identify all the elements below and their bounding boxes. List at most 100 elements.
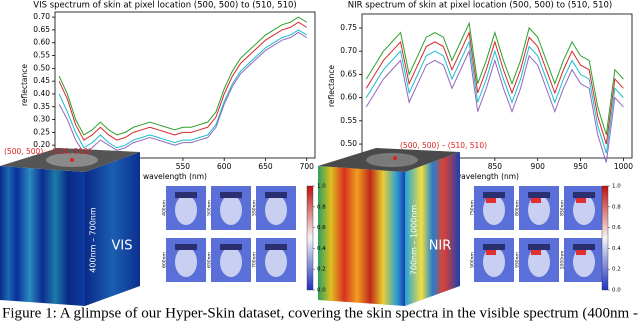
thumbnail-highlight [531,198,541,203]
y-tick-label: 0.50 [33,63,50,72]
chart-title: VIS spectrum of skin at pixel location (… [33,1,296,11]
x-tick-label: 900 [531,162,546,171]
cube-side [405,152,460,306]
vis-cube: (500, 500) – (510, 510) 400nm – 700nm VI… [0,147,140,306]
y-tick-label: 0.50 [340,139,357,148]
axes-frame [361,13,633,159]
thumbnail-face [220,195,242,225]
series-line [58,29,308,149]
thumbnail-label: 1000nm [560,251,566,270]
y-tick-label: 0.65 [340,69,357,78]
thumbnail-face [220,247,242,277]
colorbar-tick-label: 0.2 [612,267,621,273]
y-tick-label: 0.75 [340,23,357,32]
x-axis-label: wavelength (nm) [455,172,519,181]
charts: VIS spectrum of skin at pixel location (… [20,1,633,182]
chart: VIS spectrum of skin at pixel location (… [20,1,316,181]
thumbnail-hair [265,192,287,198]
thumbnail-highlight [576,198,586,203]
colorbar-tick-label: 0.4 [612,246,621,252]
thumbnail-label: 650nm [207,252,213,268]
y-tick-label: 0.65 [33,25,50,34]
cube-name: VIS [112,239,133,254]
y-tick-label: 0.40 [33,89,50,98]
cube-name: NIR [429,239,452,254]
y-axis-label: reflectance [20,64,29,106]
thumbnail-face [175,195,197,225]
thumbnail-hair [175,244,197,250]
colorbar-tick-label: 0.0 [317,288,326,294]
colorbar-tick-label: 1.0 [612,184,621,190]
thumbnail-hair [265,244,287,250]
y-tick-label: 0.25 [33,127,50,136]
thumbnail-label: 700nm [252,252,258,268]
thumbnail-face [265,247,287,277]
pixel-label: (500, 500) – (510, 510) [400,141,487,150]
thumbnail-hair [573,244,595,250]
series-line [365,49,624,163]
nir-cube: (500, 500) – (510, 510) 700nm – 1000nm N… [318,141,487,306]
thumbnails: 400nm 500nm 550nm 600nm 650nm 700nm 0.0 0.2 0.4 0… [162,184,622,294]
thumbnail-face [175,247,197,277]
y-tick-label: 0.70 [33,12,50,21]
thumbnail-highlight [531,250,541,255]
x-tick-label: 700 [300,162,315,171]
caption: Figure 1: A glimpse of our Hyper-Skin da… [2,305,638,321]
y-tick-label: 0.70 [340,46,357,55]
series-line [365,40,624,154]
thumbnail-hair [220,244,242,250]
thumbnail-label: 900nm [470,252,476,268]
thumbnail-highlight [486,250,496,255]
colorbar-tick-label: 0.0 [612,288,621,294]
y-axis-label: reflectance [327,65,336,107]
x-axis-label: wavelength (nm) [143,172,207,181]
axes-frame [54,11,316,159]
thumbnail-hair [483,192,505,198]
x-tick-label: 650 [258,162,273,171]
thumbnail-highlight [576,250,586,255]
y-tick-label: 0.45 [33,76,50,85]
y-tick-label: 0.60 [340,93,357,102]
colorbar-tick-label: 0.8 [317,204,326,210]
thumbnail-hair [483,244,505,250]
thumbnail-hair [220,192,242,198]
y-tick-label: 0.20 [33,140,50,149]
x-tick-label: 550 [176,162,191,171]
face [366,153,418,167]
thumbnail-label: 800nm [515,200,521,216]
x-tick-label: 1000 [614,162,633,171]
y-tick-label: 0.35 [33,102,50,111]
thumbnail-hair [528,192,550,198]
x-tick-label: 850 [488,162,503,171]
series-line [58,31,308,154]
chart-title: NIR spectrum of skin at pixel location (… [348,1,613,11]
colorbar-tick-label: 1.0 [317,184,326,190]
x-tick-label: 600 [217,162,232,171]
colorbar-tick-label: 0.8 [612,204,621,210]
range-label: 700nm – 1000nm [410,205,419,276]
cube-front [318,166,405,306]
thumbnail-label: 500nm [207,200,213,216]
thumbnail-label: 600nm [162,252,168,268]
x-tick-label: 950 [573,162,588,171]
colorbar-tick-label: 0.6 [317,225,326,231]
y-tick-label: 0.55 [33,51,50,60]
cube-side [85,152,140,306]
thumbnail-hair [175,192,197,198]
y-tick-label: 0.55 [340,116,357,125]
thumbnail-face [265,195,287,225]
colorbar-tick-label: 0.4 [317,246,326,252]
y-tick-label: 0.30 [33,115,50,124]
pixel-marker [70,158,74,162]
thumbnail-label: 400nm [162,200,168,216]
series-line [58,21,308,141]
thumbnail-label: 850nm [560,200,566,216]
thumbnail-label: 750nm [470,200,476,216]
thumbnail-hair [573,192,595,198]
colorbar [601,185,609,291]
pixel-marker [393,156,397,160]
colorbar-tick-label: 0.2 [317,267,326,273]
thumbnail-highlight [486,198,496,203]
y-tick-label: 0.60 [33,38,50,47]
